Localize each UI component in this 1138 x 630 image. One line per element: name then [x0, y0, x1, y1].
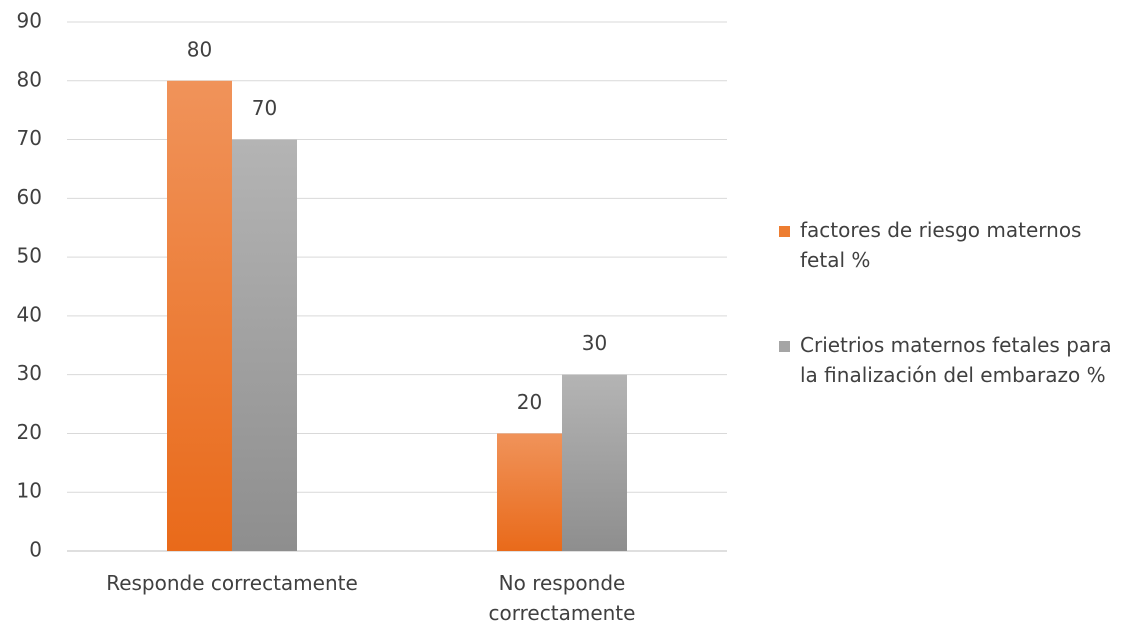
y-tick-label: 40: [17, 302, 42, 326]
y-tick-label: 60: [17, 185, 42, 209]
y-tick-label: 30: [17, 361, 42, 385]
data-label: 30: [582, 331, 607, 355]
x-tick-label: Responde correctamente: [106, 571, 358, 595]
data-label: 20: [517, 390, 542, 414]
legend-label: Crietrios maternos fetales para la final…: [800, 333, 1112, 387]
bar: [497, 433, 562, 551]
legend-label: factores de riesgo maternos fetal %: [800, 218, 1082, 272]
bar: [562, 374, 627, 551]
legend-swatch: [779, 226, 790, 237]
y-tick-label: 80: [17, 67, 42, 91]
bar: [232, 139, 297, 552]
data-label: 80: [187, 37, 212, 61]
bar: [167, 80, 232, 552]
y-tick-label: 10: [17, 479, 42, 503]
data-label: 70: [252, 96, 277, 120]
y-tick-label: 20: [17, 420, 42, 444]
legend-swatch: [779, 341, 790, 352]
x-tick-label: No responde correctamente: [488, 571, 636, 625]
y-tick-label: 70: [17, 126, 42, 150]
y-tick-label: 50: [17, 244, 42, 268]
y-tick-label: 0: [29, 538, 42, 562]
y-tick-label: 90: [17, 9, 42, 33]
